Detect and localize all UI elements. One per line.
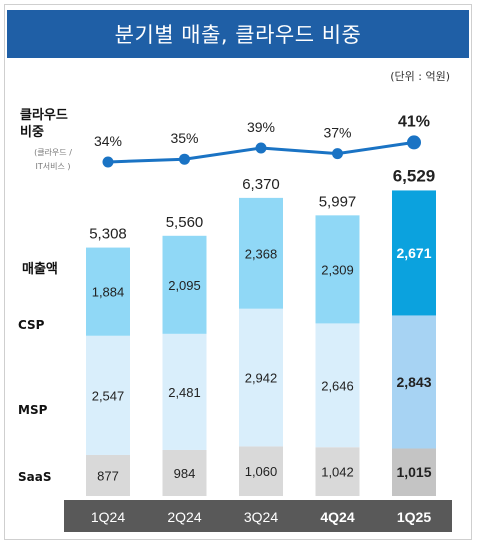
bar-saas-3Q24 bbox=[239, 446, 283, 496]
tick-label-1Q24: 1Q24 bbox=[91, 509, 125, 525]
cloud-ratio-note-line1: (클라우드 / bbox=[34, 148, 72, 157]
cloud-ratio-label-4Q24: 37% bbox=[323, 125, 351, 141]
label-msp-1Q24: 2,547 bbox=[92, 388, 125, 403]
label-saas-3Q24: 1,060 bbox=[245, 464, 278, 479]
bar-msp-1Q25 bbox=[392, 315, 436, 449]
label-saas-4Q24: 1,042 bbox=[321, 465, 354, 480]
bar-msp-1Q24 bbox=[86, 335, 130, 455]
cloud-ratio-point-2Q24 bbox=[179, 153, 190, 165]
bar-msp-4Q24 bbox=[315, 323, 360, 448]
bar-saas-4Q24 bbox=[315, 447, 360, 496]
csp-row-label: CSP bbox=[18, 318, 45, 332]
cloud-ratio-label-line1: 클라우드 bbox=[20, 108, 68, 123]
bar-csp-1Q25 bbox=[392, 190, 436, 316]
bar-csp-1Q24 bbox=[86, 247, 130, 336]
label-saas-1Q25: 1,015 bbox=[396, 464, 431, 480]
label-saas-1Q24: 877 bbox=[97, 468, 119, 483]
label-msp-4Q24: 2,646 bbox=[321, 378, 354, 393]
label-csp-2Q24: 2,095 bbox=[168, 278, 201, 293]
bar-msp-3Q24 bbox=[239, 308, 283, 447]
label-csp-3Q24: 2,368 bbox=[245, 246, 278, 261]
saas-row-label: SaaS bbox=[18, 470, 52, 484]
unit-note: (단위 : 억원) bbox=[390, 70, 450, 83]
bar-saas-1Q25 bbox=[392, 448, 436, 496]
msp-row-label: MSP bbox=[18, 403, 48, 417]
cloud-ratio-label-line2: 비중 bbox=[20, 125, 44, 140]
label-msp-3Q24: 2,942 bbox=[245, 371, 278, 386]
category-axis-bar bbox=[64, 500, 452, 532]
label-msp-2Q24: 2,481 bbox=[168, 385, 201, 400]
cloud-ratio-point-3Q24 bbox=[255, 142, 267, 154]
label-total-1Q24: 5,308 bbox=[89, 226, 127, 243]
bar-msp-2Q24 bbox=[162, 333, 207, 450]
bar-csp-2Q24 bbox=[162, 235, 207, 334]
label-total-2Q24: 5,560 bbox=[166, 214, 204, 231]
label-total-3Q24: 6,370 bbox=[242, 176, 280, 193]
label-csp-1Q25: 2,671 bbox=[396, 245, 431, 261]
chart-title: 분기별 매출, 클라우드 비중 bbox=[7, 10, 469, 58]
tick-label-2Q24: 2Q24 bbox=[167, 509, 201, 525]
cloud-ratio-point-1Q25 bbox=[407, 135, 421, 150]
label-total-1Q25: 6,529 bbox=[393, 166, 436, 185]
bar-csp-3Q24 bbox=[239, 197, 283, 309]
tick-label-3Q24: 3Q24 bbox=[244, 509, 278, 525]
revenue-label: 매출액 bbox=[22, 262, 58, 277]
cloud-ratio-note-line2: IT서비스 ) bbox=[35, 162, 71, 171]
tick-label-1Q25: 1Q25 bbox=[397, 509, 431, 525]
bar-saas-1Q24 bbox=[86, 454, 130, 496]
label-msp-1Q25: 2,843 bbox=[396, 374, 431, 390]
cloud-ratio-label-1Q25: 41% bbox=[398, 113, 430, 130]
cloud-ratio-point-1Q24 bbox=[102, 156, 114, 168]
tick-label-4Q24: 4Q24 bbox=[320, 509, 354, 525]
bar-saas-2Q24 bbox=[162, 449, 207, 496]
bar-csp-4Q24 bbox=[315, 215, 360, 324]
cloud-ratio-label-2Q24: 35% bbox=[170, 130, 198, 146]
label-saas-2Q24: 984 bbox=[174, 466, 196, 481]
cloud-ratio-label-1Q24: 34% bbox=[94, 133, 122, 149]
label-total-4Q24: 5,997 bbox=[319, 193, 357, 210]
label-csp-1Q24: 1,884 bbox=[92, 285, 125, 300]
label-csp-4Q24: 2,309 bbox=[321, 262, 354, 277]
cloud-ratio-point-4Q24 bbox=[332, 148, 343, 160]
cloud-ratio-label-3Q24: 39% bbox=[247, 119, 275, 135]
